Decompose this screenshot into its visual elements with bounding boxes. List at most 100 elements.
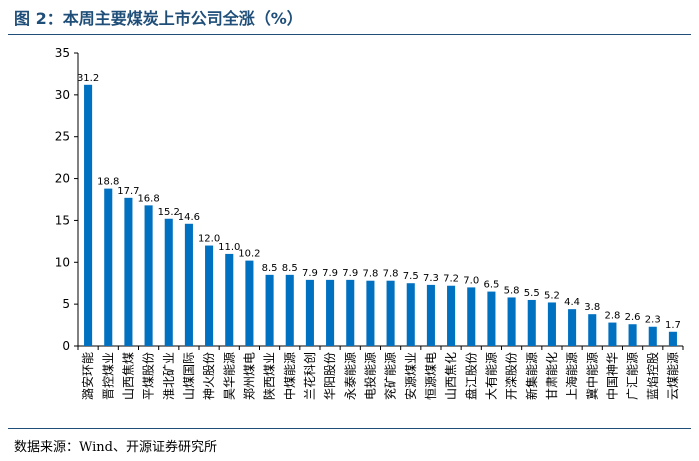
x-tick-label: 大有能源 [484, 352, 498, 400]
bar [184, 223, 193, 346]
bar [366, 280, 375, 346]
x-tick-label: 潞安环能 [80, 352, 95, 400]
bar [225, 253, 234, 346]
x-tick-label: 昊华能源 [222, 352, 236, 400]
bar [265, 274, 274, 346]
y-tick-label: 20 [55, 172, 70, 186]
bar [588, 314, 597, 346]
data-label: 8.5 [282, 263, 298, 274]
data-label: 7.0 [463, 275, 479, 286]
bar [668, 331, 677, 346]
data-label: 3.8 [584, 302, 600, 313]
bar [84, 84, 93, 346]
x-tick-label: 蓝焰控股 [645, 352, 660, 400]
data-label: 8.5 [262, 263, 278, 274]
x-tick-label: 冀中能源 [584, 352, 599, 400]
bar [608, 322, 617, 346]
x-tick-label: 郑州煤电 [241, 352, 256, 400]
data-label: 31.2 [77, 73, 99, 84]
data-label: 1.7 [665, 320, 681, 331]
x-tick-label: 山西焦化 [444, 352, 458, 400]
x-tick-label: 盘江股份 [463, 352, 478, 400]
bar [648, 326, 657, 346]
x-tick-label: 甘肃能化 [545, 352, 559, 400]
data-label: 6.5 [483, 280, 499, 291]
data-label: 2.6 [625, 312, 641, 323]
data-label: 18.8 [97, 177, 119, 188]
x-tick-label: 山煤国际 [182, 352, 196, 400]
bar [406, 283, 415, 346]
x-tick-label: 电投能源 [362, 352, 377, 400]
x-tick-label: 永泰能源 [343, 352, 357, 400]
bar [507, 297, 516, 346]
x-tick-label: 神火股份 [202, 352, 216, 400]
data-label: 16.8 [137, 193, 159, 204]
bar [245, 260, 254, 346]
bar [426, 284, 435, 346]
y-tick-label: 30 [55, 88, 70, 102]
bar [164, 218, 173, 346]
data-label: 5.5 [524, 288, 540, 299]
x-tick-label: 恒源煤电 [424, 352, 438, 400]
bar [205, 245, 214, 346]
bar [628, 324, 637, 346]
x-tick-label: 中国神华 [604, 352, 619, 400]
figure-title: 图 2：本周主要煤炭上市公司全涨（%） [14, 9, 303, 28]
bar [447, 285, 456, 346]
data-label: 17.7 [117, 186, 139, 197]
data-label: 5.8 [504, 285, 520, 296]
y-tick-label: 10 [55, 255, 70, 269]
data-label: 5.2 [544, 290, 560, 301]
bar [547, 302, 556, 346]
x-tick-label: 淮北矿业 [162, 352, 176, 400]
y-tick-label: 25 [55, 130, 70, 144]
data-label: 12.0 [198, 234, 220, 245]
x-tick-label: 上海能源 [564, 352, 579, 400]
x-tick-label: 广汇能源 [626, 352, 640, 400]
footer-divider [8, 428, 691, 429]
bar [487, 291, 496, 346]
x-tick-label: 陕西煤业 [262, 352, 277, 400]
bar [144, 205, 153, 346]
bar [285, 274, 294, 346]
bar [467, 287, 476, 346]
bar [568, 309, 577, 346]
x-tick-label: 兖矿能源 [383, 352, 398, 400]
bar [527, 299, 536, 346]
bar [386, 280, 395, 346]
data-label: 7.8 [362, 269, 378, 280]
data-label: 7.3 [423, 273, 439, 284]
data-label: 7.8 [383, 269, 399, 280]
data-label: 14.6 [178, 212, 200, 223]
x-tick-label: 新集能源 [524, 352, 539, 400]
bar [104, 188, 113, 346]
x-tick-label: 平煤股份 [142, 352, 156, 400]
data-label: 10.2 [238, 249, 260, 260]
x-tick-label: 中煤能源 [282, 352, 297, 400]
bar [124, 197, 133, 346]
data-label: 2.8 [604, 311, 620, 322]
y-tick-label: 35 [55, 46, 70, 60]
data-label: 7.5 [403, 271, 419, 282]
x-tick-label: 山西焦煤 [121, 352, 135, 400]
data-label: 7.9 [342, 268, 358, 279]
data-source-note: 数据来源：Wind、开源证券研究所 [14, 440, 217, 455]
x-tick-label: 华阳股份 [323, 352, 337, 400]
y-tick-label: 0 [62, 339, 70, 353]
x-tick-label: 云煤能源 [666, 352, 680, 400]
y-tick-label: 15 [55, 213, 70, 227]
x-tick-label: 晋控煤业 [101, 352, 115, 400]
y-tick-label: 5 [62, 297, 70, 311]
data-label: 11.0 [218, 242, 240, 253]
x-tick-label: 开滦股份 [504, 352, 519, 400]
data-label: 15.2 [158, 207, 180, 218]
bar [346, 279, 355, 346]
data-label: 2.3 [645, 315, 661, 326]
data-label: 4.4 [564, 297, 580, 308]
data-label: 7.9 [302, 268, 318, 279]
x-tick-label: 安源煤业 [403, 352, 418, 400]
data-label: 7.2 [443, 274, 459, 285]
data-label: 7.9 [322, 268, 338, 279]
x-tick-label: 兰花科创 [302, 352, 317, 400]
